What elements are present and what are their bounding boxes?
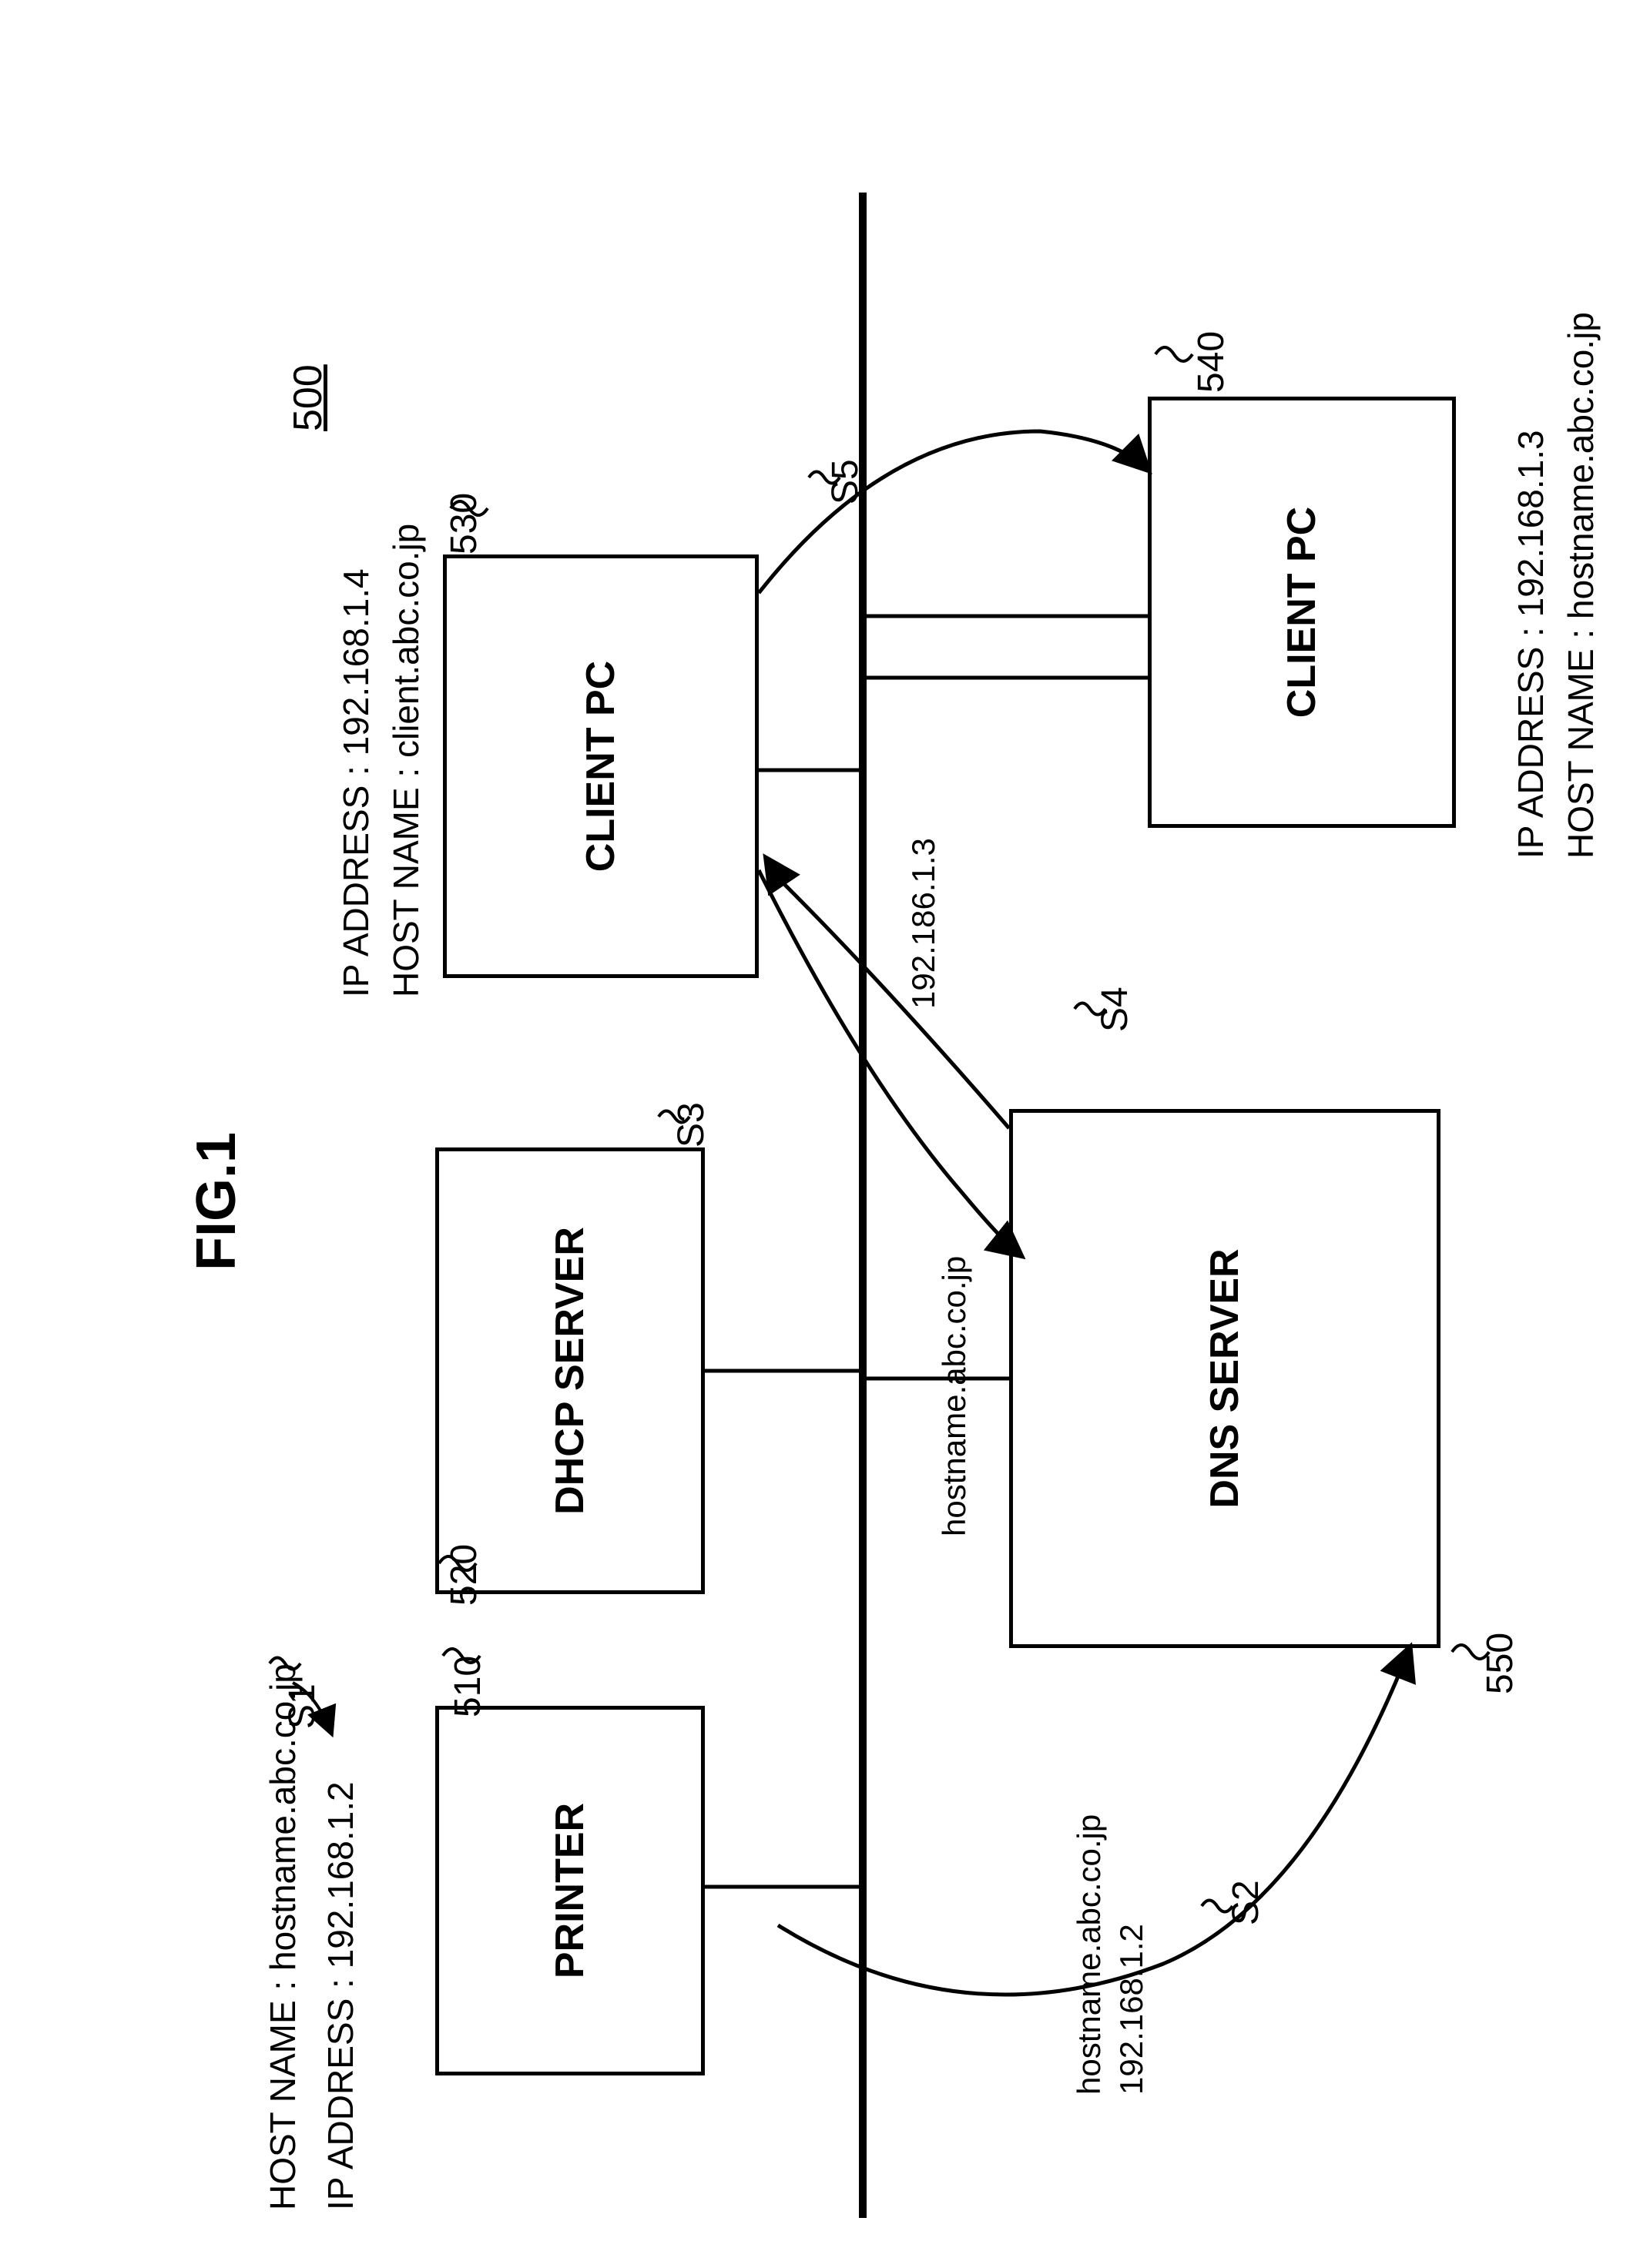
- ref-530: 530: [443, 493, 485, 554]
- client2-hostname: HOST NAME : hostname.abc.co.jp: [1560, 312, 1601, 859]
- ref-550: 550: [1479, 1633, 1521, 1694]
- printer-hostname: HOST NAME : hostname.abc.co.jp: [262, 1663, 304, 2210]
- s4-label: S4: [1094, 987, 1136, 1032]
- label-text: HOST NAME :: [1561, 629, 1601, 859]
- diagram-stage: FIG.1 500 PRINTER HOST NAME : hostname.a…: [0, 0, 1640, 2268]
- dhcp-label: DHCP SERVER: [547, 1227, 593, 1515]
- printer-label: PRINTER: [547, 1803, 593, 1978]
- system-ref: 500: [285, 364, 331, 431]
- ref-520: 520: [443, 1544, 485, 1606]
- s5-label: S5: [824, 459, 867, 504]
- dns-node: DNS SERVER: [1009, 1109, 1440, 1648]
- s4-text: 192.186.1.3: [905, 838, 942, 1009]
- value-text: hostname.abc.co.jp: [1561, 312, 1601, 619]
- dhcp-node: DHCP SERVER: [435, 1147, 705, 1594]
- client1-hostname: HOST NAME : client.abc.co.jp: [385, 524, 427, 997]
- value-text: 192.168.1.2: [320, 1781, 361, 1968]
- s3-text: hostname.abc.co.jp: [936, 1256, 973, 1536]
- s2-text1: hostname.abc.co.jp: [1071, 1814, 1108, 2095]
- label-text: HOST NAME :: [386, 768, 426, 997]
- label-text: IP ADDRESS :: [336, 765, 376, 997]
- client1-ip: IP ADDRESS : 192.168.1.4: [335, 568, 377, 997]
- printer-node: PRINTER: [435, 1706, 705, 2075]
- value-text: 192.168.1.4: [336, 568, 376, 755]
- label-text: IP ADDRESS :: [320, 1978, 361, 2210]
- s3-label: S3: [670, 1102, 713, 1147]
- ref-510: 510: [447, 1656, 489, 1717]
- s2-text2: 192.168.1.2: [1113, 1924, 1150, 2095]
- client1-node: CLIENT PC: [443, 554, 759, 978]
- client1-label: CLIENT PC: [578, 661, 624, 872]
- s2-label: S2: [1225, 1880, 1267, 1925]
- value-text: client.abc.co.jp: [386, 524, 426, 758]
- client2-ip: IP ADDRESS : 192.168.1.3: [1510, 430, 1551, 859]
- dns-label: DNS SERVER: [1202, 1248, 1248, 1508]
- s1-label: S1: [281, 1683, 324, 1729]
- label-text: IP ADDRESS :: [1511, 627, 1551, 859]
- ref-540: 540: [1190, 331, 1233, 393]
- label-text: HOST NAME :: [263, 1981, 303, 2210]
- printer-ip: IP ADDRESS : 192.168.1.2: [320, 1781, 361, 2210]
- value-text: 192.168.1.3: [1511, 430, 1551, 617]
- client2-label: CLIENT PC: [1279, 507, 1325, 718]
- figure-title: FIG.1: [185, 1132, 248, 1271]
- client2-node: CLIENT PC: [1148, 397, 1456, 828]
